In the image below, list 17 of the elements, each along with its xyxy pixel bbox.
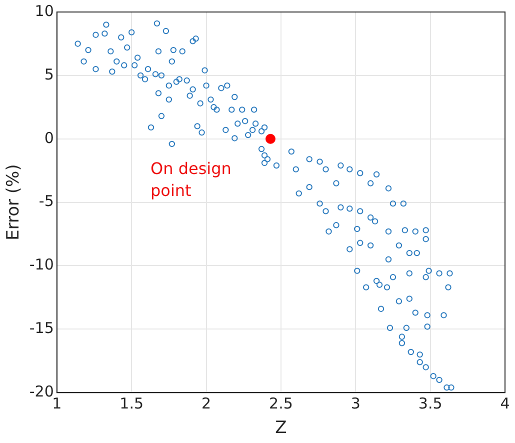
y-tick-label: -10 bbox=[29, 256, 54, 274]
y-tick-label: 0 bbox=[44, 128, 54, 147]
x-tick-label: 2.5 bbox=[269, 394, 293, 412]
x-tick-label: 1 bbox=[52, 394, 62, 412]
annotation: On design point bbox=[150, 158, 232, 200]
y-tick-label: -5 bbox=[38, 192, 54, 210]
y-axis-title: Error (%) bbox=[4, 164, 24, 240]
x-tick-label: 2 bbox=[201, 394, 212, 412]
x-tick-label: 4 bbox=[500, 394, 510, 412]
x-tick-label: 3 bbox=[350, 394, 360, 412]
y-tick-label: 10 bbox=[34, 2, 54, 20]
y-tick-label: -15 bbox=[29, 319, 54, 338]
y-tick-label: -20 bbox=[29, 382, 54, 400]
x-axis-title: Z bbox=[275, 418, 287, 438]
x-tick-label: 3.5 bbox=[418, 394, 442, 412]
x-tick-label: 1.5 bbox=[120, 394, 144, 412]
y-tick-label: 5 bbox=[44, 65, 54, 84]
